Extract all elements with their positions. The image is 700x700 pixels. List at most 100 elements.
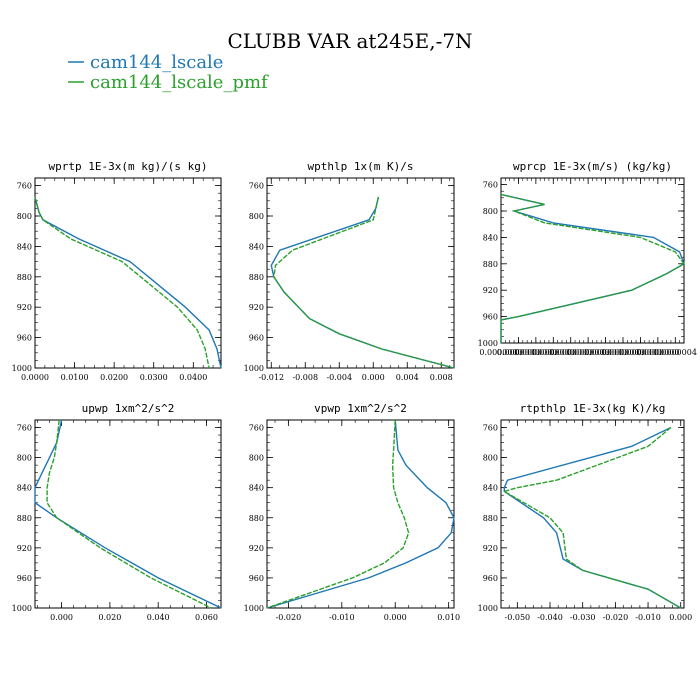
y-tick-label: 1000 [12,604,32,613]
y-tick-label: 960 [249,334,264,343]
x-tick-label: 0.0000000 [497,348,540,357]
x-tick-label: -0.004 [326,373,352,382]
x-tick-label: -0.020 [603,613,629,622]
x-tick-label: 0.0100 [61,373,89,382]
y-tick-label: 1000 [12,364,32,373]
panel-1: wprtp 1E-3x(m kg)/(s kg) 760 800 840 880 920 9… [12,160,222,382]
x-tick-label: -0.040 [537,613,563,622]
x-tick-label: 0.004 [396,373,419,382]
panel-5: vpwp 1xm^2/s^2 760 800 840 880 920 960 1000 -0.0… [244,402,460,622]
x-tick-label: 0.000 [362,373,385,382]
x-tick-label: 0.0200 [100,373,128,382]
x-tick-label: 0.020 [98,613,121,622]
y-tick-label: 1000 [244,604,264,613]
y-tick-label: 920 [483,286,498,295]
x-tick-label: 0.040 [147,613,170,622]
x-tick-label: -0.050 [505,613,531,622]
y-tick-label: 760 [17,424,32,433]
y-tick-label: 800 [17,212,32,221]
y-tick-label: 880 [249,273,264,282]
series-line-cam144_lscale [266,419,455,609]
x-tick-label: 0.0000000 [567,348,610,357]
y-tick-label: 800 [483,454,498,463]
x-tick-label: 0.0000000 [636,348,679,357]
x-tick-label: 0.0000 [21,373,49,382]
y-tick-label: 760 [483,181,498,190]
y-tick-label: 840 [483,233,498,242]
legend-label-2: cam144_lscale_pmf [90,72,269,93]
legend: cam144_lscale cam144_lscale_pmf [68,52,269,93]
y-tick-label: 880 [483,514,498,523]
x-tick-label: 0.0400 [179,373,207,382]
y-tick-label: 840 [249,484,264,493]
x-tick-label: -0.010 [329,613,355,622]
y-tick-label: 960 [17,574,32,583]
x-tick-label: 0.0000000 [514,348,557,357]
y-tick-label: 840 [17,242,32,251]
panel-title: vpwp 1xm^2/s^2 [314,402,407,415]
y-tick-label: 880 [249,514,264,523]
plot-frame [266,419,455,609]
panel-4: upwp 1xm^2/s^2 760 800 840 880 920 960 1000 0.00… [12,402,222,622]
series-line-cam144_lscale_pmf [34,196,210,369]
x-tick-label: 0.0000000 [532,348,575,357]
x-tick-label: 0.0000000 [601,348,644,357]
series-line-cam144_lscale_pmf [46,419,212,609]
y-tick-label: 840 [249,242,264,251]
y-tick-label: 840 [17,484,32,493]
y-tick-label: 1000 [478,339,498,348]
panel-title: wprtp 1E-3x(m kg)/(s kg) [49,160,208,173]
y-tick-label: 920 [249,303,264,312]
x-tick-label: 0.060 [195,613,218,622]
x-tick-label: -0.012 [258,373,284,382]
series-line-cam144_lscale_pmf [273,196,455,369]
panel-3: wprcp 1E-3x(m/s) (kg/kg) 760 800 840 880 920 9… [478,160,697,357]
plot-frame [34,177,222,369]
x-tick-label: 0.0000004 [654,348,697,357]
y-tick-label: 800 [249,212,264,221]
y-tick-label: 840 [483,484,498,493]
x-tick-label: 0.008 [430,373,453,382]
x-tick-label: 0.0300 [140,373,168,382]
series-line-cam144_lscale [34,196,222,369]
x-tick-label: -0.030 [570,613,596,622]
legend-label-1: cam144_lscale [90,52,223,73]
x-tick-label: 0.010 [437,613,460,622]
y-tick-label: 960 [483,574,498,583]
x-tick-label: 0.000 [50,613,73,622]
figure-title: CLUBB VAR at245E,-7N [227,29,472,53]
x-tick-label: -0.010 [635,613,661,622]
x-tick-label: 0.0000000 [584,348,627,357]
y-tick-label: 960 [17,334,32,343]
y-tick-label: 800 [17,454,32,463]
y-tick-label: 880 [17,514,32,523]
y-tick-label: 760 [249,424,264,433]
x-tick-label: 0.000 [669,613,692,622]
series-line-cam144_lscale [34,419,222,609]
x-tick-label: -0.008 [292,373,318,382]
series-line-cam144_lscale_pmf [500,193,686,343]
y-tick-label: 800 [483,207,498,216]
panel-title: rtpthlp 1E-3x(kg K)/kg [520,402,666,415]
y-tick-label: 920 [17,544,32,553]
x-tick-label: 0.0000000 [479,348,522,357]
y-tick-label: 920 [17,303,32,312]
y-tick-label: 960 [483,313,498,322]
panel-title: wprcp 1E-3x(m/s) (kg/kg) [513,160,672,173]
y-tick-label: 880 [17,273,32,282]
y-tick-label: 1000 [478,604,498,613]
y-tick-label: 1000 [244,364,264,373]
plot-frame [34,419,222,609]
panel-title: wpthlp 1x(m K)/s [308,160,414,173]
y-tick-label: 880 [483,260,498,269]
y-tick-label: 760 [249,182,264,191]
y-tick-label: 920 [483,544,498,553]
y-tick-label: 800 [249,454,264,463]
x-tick-label: 0.0000000 [549,348,592,357]
series-line-cam144_lscale_pmf [266,419,410,609]
y-tick-label: 760 [17,182,32,191]
y-tick-label: 920 [249,544,264,553]
panel-6: rtpthlp 1E-3x(kg K)/kg 760 800 840 880 920 960… [478,402,693,622]
x-tick-label: -0.020 [276,613,302,622]
plot-frame [500,419,685,609]
